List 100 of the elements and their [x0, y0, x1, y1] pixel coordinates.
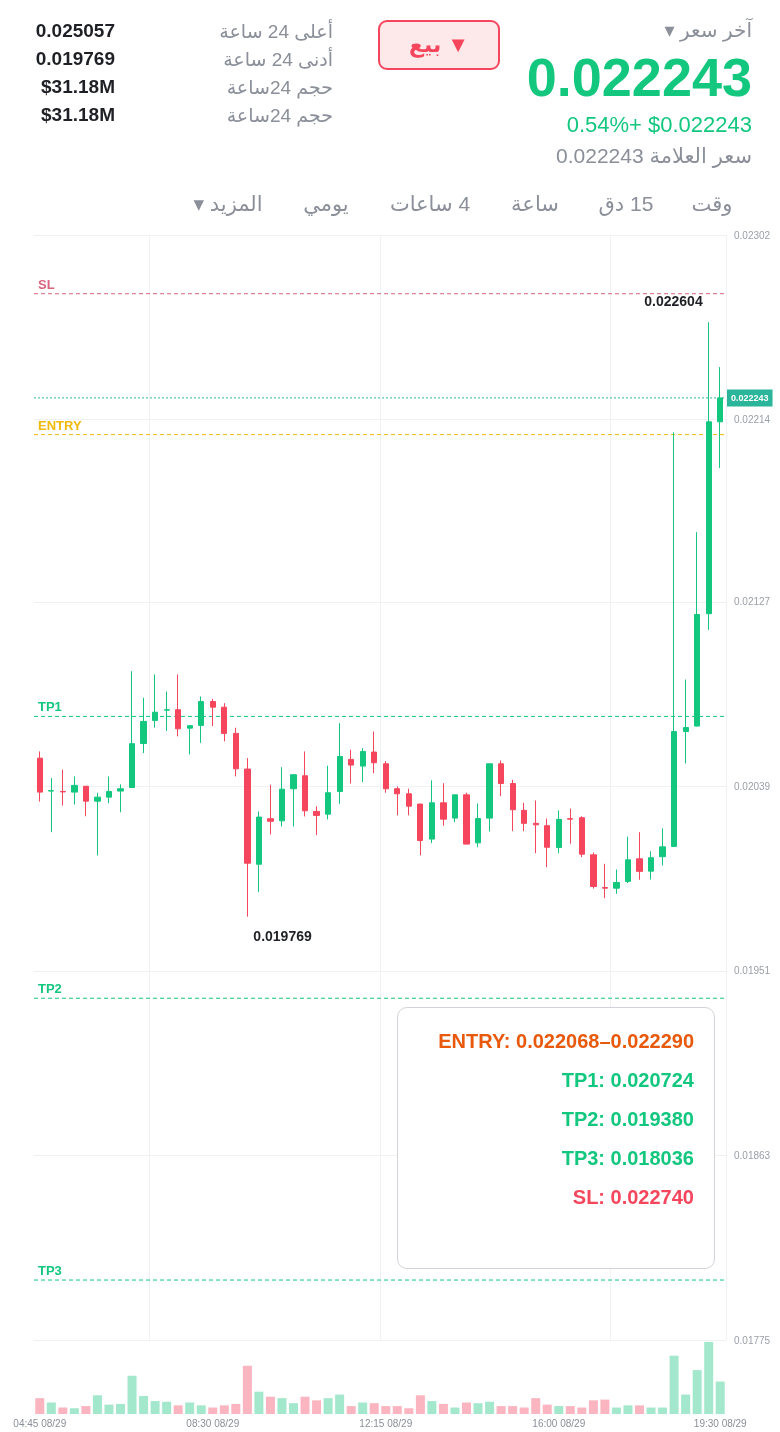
- candlestick: [533, 800, 539, 854]
- ref-line-label: TP3: [38, 1263, 62, 1279]
- candlestick: [567, 808, 573, 845]
- candlestick: [521, 802, 527, 832]
- text: يومي: [303, 192, 349, 216]
- ref-line-label: 0.022243: [731, 392, 769, 403]
- y-tick-label: 0.02214: [734, 414, 771, 426]
- candlestick: [383, 760, 389, 794]
- candlestick: [279, 766, 285, 827]
- bar: [219, 1405, 229, 1414]
- bar: [704, 1342, 714, 1414]
- bar: [542, 1404, 552, 1414]
- bar: [231, 1403, 241, 1414]
- candlestick: [510, 779, 516, 832]
- bar: [254, 1391, 264, 1414]
- bar: [92, 1395, 102, 1414]
- bar: [508, 1406, 518, 1414]
- bar: [496, 1406, 506, 1414]
- bar: [381, 1406, 391, 1414]
- candlestick: [371, 731, 377, 774]
- candlestick: [221, 702, 227, 742]
- candlestick: [106, 775, 112, 804]
- candlestick: [498, 759, 504, 797]
- text: آخر سعر ▾: [664, 18, 752, 42]
- bar: [577, 1407, 587, 1414]
- bar: [415, 1395, 425, 1414]
- bar: [335, 1394, 345, 1414]
- bar: [600, 1399, 610, 1414]
- y-tick-label: 0.02302: [734, 229, 771, 241]
- annotation: 0.022604: [644, 293, 703, 310]
- bar: [646, 1407, 656, 1414]
- text: أدنى 24 ساعة: [223, 48, 333, 71]
- annotation: ENTRY: 0.022068–0.022290: [437, 1029, 694, 1054]
- bar: [173, 1405, 183, 1414]
- candlestick: [602, 863, 608, 899]
- candlestick: [94, 792, 101, 856]
- candlestick: [636, 831, 643, 881]
- text: حجم 24ساعة: [226, 104, 333, 127]
- bar: [519, 1407, 529, 1414]
- candlestick: [37, 750, 43, 803]
- bar: [565, 1406, 575, 1414]
- bar: [438, 1403, 448, 1414]
- x-tick-label: 16:00 08/29: [532, 1417, 586, 1429]
- bar: [46, 1402, 56, 1414]
- candlestick: [463, 792, 470, 845]
- candlestick: [394, 785, 400, 816]
- bar: [715, 1381, 725, 1414]
- text: 15 دق: [598, 192, 654, 216]
- bar: [289, 1403, 298, 1414]
- bar: [635, 1405, 644, 1414]
- bar: [35, 1398, 45, 1414]
- y-tick-label: 0.02039: [734, 780, 771, 792]
- candlestick: [117, 783, 124, 813]
- candlestick: [290, 774, 297, 827]
- candlestick: [429, 779, 435, 844]
- candlestick: [152, 673, 158, 729]
- text: $31.18M: [41, 104, 115, 126]
- text: 0.54%+ $0.022243: [566, 112, 752, 138]
- bar: [162, 1401, 172, 1414]
- candlestick: [706, 321, 712, 631]
- ref-line-label: TP1: [38, 699, 62, 715]
- candlestick: [717, 366, 723, 469]
- bar: [392, 1406, 402, 1414]
- candlestick: [337, 722, 343, 805]
- text: ▼ بيع: [378, 20, 500, 70]
- bar: [242, 1365, 252, 1414]
- bar: [681, 1394, 691, 1414]
- bar: [692, 1370, 702, 1414]
- candlestick: [48, 777, 54, 833]
- bar: [669, 1355, 679, 1414]
- annotation: 0.019769: [253, 927, 312, 944]
- candlestick: [187, 725, 193, 755]
- candlestick: [325, 765, 331, 820]
- bar: [611, 1407, 621, 1414]
- text: أعلى 24 ساعة: [219, 20, 333, 43]
- bar: [150, 1401, 160, 1414]
- x-tick-label: 19:30 08/29: [693, 1417, 748, 1429]
- bar: [588, 1400, 598, 1414]
- bar: [277, 1398, 287, 1414]
- bar: [323, 1398, 333, 1414]
- bar: [127, 1375, 137, 1414]
- x-tick-label: 04:45 08/29: [13, 1417, 67, 1429]
- candlestick: [83, 785, 89, 817]
- candlestick: [544, 818, 550, 868]
- bar: [300, 1396, 310, 1414]
- bar: [81, 1406, 91, 1414]
- bar: [196, 1405, 206, 1414]
- bar: [473, 1403, 483, 1414]
- bar: [462, 1402, 471, 1414]
- bar: [658, 1407, 668, 1414]
- text: وقت: [691, 192, 733, 216]
- candlestick: [452, 794, 458, 823]
- bar: [358, 1402, 368, 1414]
- bar: [404, 1408, 414, 1414]
- annotation: TP2: 0.019380: [560, 1107, 694, 1132]
- bar: [427, 1401, 437, 1414]
- candlestick: [406, 788, 412, 816]
- bar: [312, 1400, 322, 1414]
- candlestick: [556, 809, 562, 854]
- text: $31.18M: [41, 76, 115, 98]
